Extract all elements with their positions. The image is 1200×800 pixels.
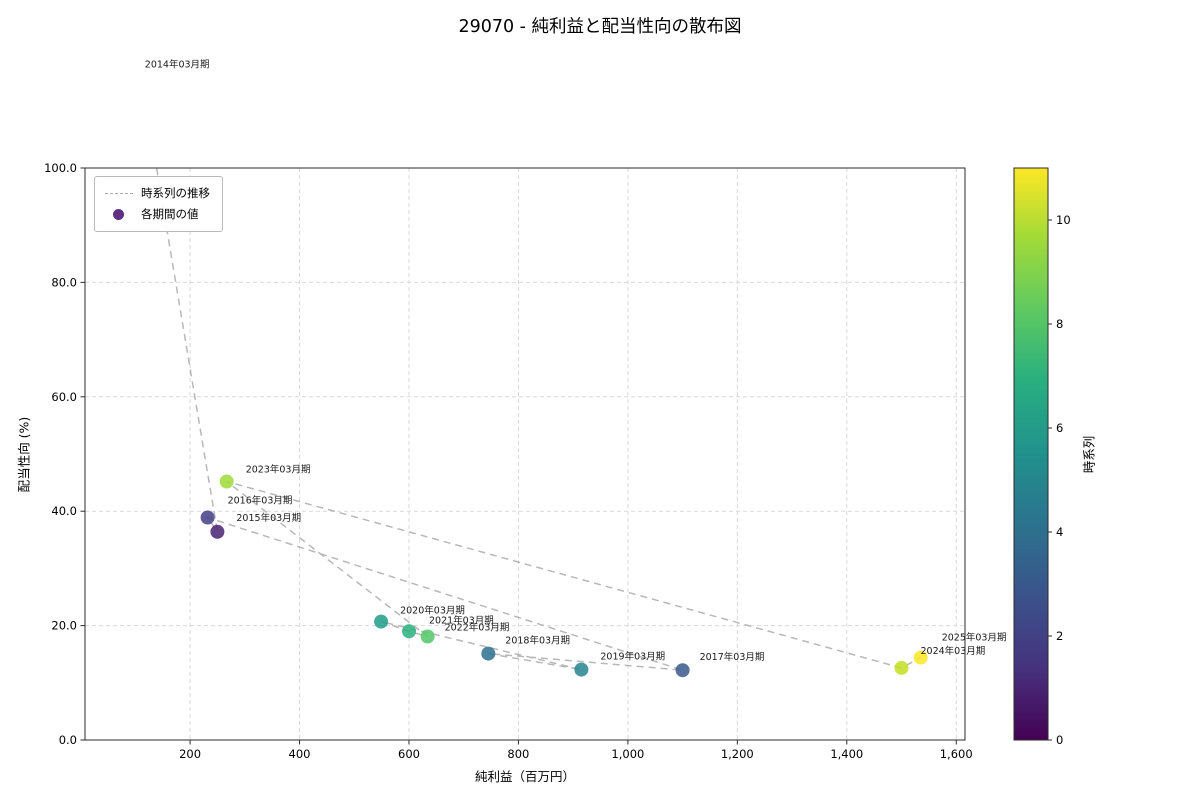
data-point [420, 629, 435, 644]
colorbar-tick-label: 8 [1056, 317, 1063, 331]
point-label: 2015年03月期 [236, 512, 301, 524]
colorbar-tick-label: 2 [1056, 629, 1063, 643]
x-tick-label: 1,400 [830, 747, 863, 761]
y-tick-label: 20.0 [51, 619, 77, 633]
y-tick-label: 60.0 [51, 390, 77, 404]
colorbar-tick-label: 0 [1056, 733, 1063, 747]
data-point [913, 650, 928, 665]
point-label: 2022年03月期 [445, 622, 510, 634]
legend-dashed-line-sample [105, 193, 133, 194]
point-label: 2019年03月期 [600, 651, 665, 663]
point-label: 2018年03月期 [505, 635, 570, 647]
x-tick-label: 1,200 [721, 747, 754, 761]
x-tick-label: 1,600 [940, 747, 973, 761]
point-label: 2023年03月期 [246, 464, 311, 476]
colorbar-tick-label: 4 [1056, 525, 1063, 539]
scatter-points [200, 474, 928, 678]
point-label: 2014年03月期 [145, 59, 210, 71]
legend-row-point: 各期間の値 [105, 204, 210, 225]
y-axis-label: 配当性向 (%) [16, 416, 32, 493]
point-label: 2020年03月期 [400, 605, 465, 617]
data-point [481, 646, 496, 661]
data-point [574, 662, 589, 677]
trend-line [155, 168, 922, 671]
y-tick-label: 40.0 [51, 504, 77, 518]
y-tick-label: 0.0 [59, 733, 77, 747]
point-label: 2021年03月期 [429, 614, 494, 626]
data-point [675, 663, 690, 678]
x-tick-label: 1,000 [611, 747, 644, 761]
data-point [210, 524, 225, 539]
point-label: 2016年03月期 [228, 495, 293, 507]
x-tick-label: 800 [507, 747, 529, 761]
colorbar-tick-label: 6 [1056, 421, 1063, 435]
legend-marker-sample [113, 209, 124, 220]
x-tick-label: 200 [179, 747, 201, 761]
data-point [402, 624, 416, 639]
colorbar-label: 時系列 [1081, 435, 1097, 474]
point-label: 2024年03月期 [921, 645, 986, 657]
colorbar [1013, 167, 1049, 741]
legend: 時系列の推移 各期間の値 [94, 176, 223, 232]
y-tick-label: 100.0 [44, 161, 77, 175]
x-axis-label: 純利益（百万円） [474, 769, 575, 784]
point-label: 2017年03月期 [700, 651, 765, 663]
x-tick-label: 400 [289, 747, 311, 761]
legend-point-label: 各期間の値 [141, 207, 199, 221]
plot-frame [84, 167, 966, 741]
legend-line-label: 時系列の推移 [141, 186, 210, 200]
data-point [894, 660, 909, 675]
point-label: 2025年03月期 [942, 632, 1007, 644]
colorbar-tick-label: 10 [1056, 213, 1071, 227]
chart-title: 29070 - 純利益と配当性向の散布図 [458, 17, 742, 37]
data-point [374, 614, 389, 629]
legend-row-line: 時系列の推移 [105, 183, 210, 204]
y-tick-label: 80.0 [51, 275, 77, 289]
data-point [200, 510, 215, 525]
x-tick-label: 600 [398, 747, 420, 761]
data-point [219, 474, 234, 489]
